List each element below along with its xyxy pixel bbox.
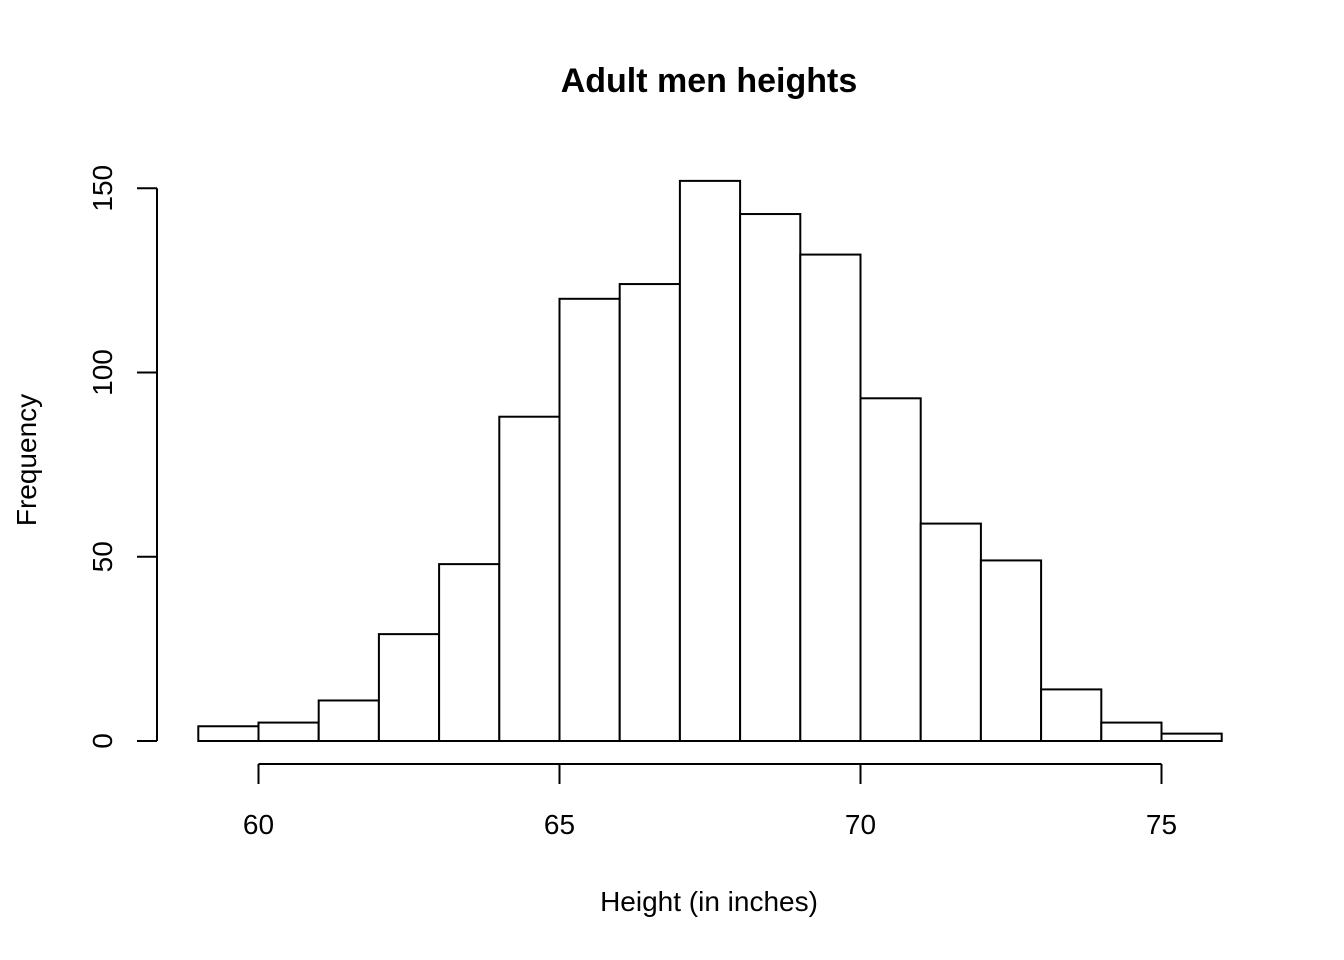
y-axis: 0 50 100 150	[87, 165, 158, 749]
histogram-bar	[317, 699, 380, 742]
histogram-bar	[919, 522, 982, 743]
histogram-bars	[197, 179, 1223, 743]
histogram-bar	[438, 563, 501, 742]
y-tick-label: 100	[87, 349, 118, 396]
histogram-bar	[979, 559, 1043, 742]
histogram-bar	[197, 725, 260, 743]
x-axis: 60 65 70 75	[243, 763, 1177, 840]
histogram-bar	[498, 415, 561, 742]
chart-title: Adult men heights	[561, 62, 858, 100]
y-axis-label: Frequency	[11, 394, 42, 526]
histogram-bar	[678, 179, 742, 742]
histogram-bar	[558, 297, 621, 742]
histogram-bar	[1160, 732, 1223, 743]
histogram-bar	[618, 283, 681, 742]
histogram-bar	[1040, 688, 1103, 742]
x-axis-label: Height (in inches)	[600, 886, 818, 917]
histogram-bar	[377, 633, 441, 743]
x-tick-label: 70	[845, 809, 876, 840]
y-tick-label: 150	[87, 165, 118, 212]
histogram-bar	[799, 253, 862, 743]
y-tick-label: 0	[87, 733, 118, 749]
histogram-bar	[1100, 721, 1163, 743]
x-tick-label: 60	[243, 809, 274, 840]
histogram-bar	[257, 721, 320, 743]
histogram-bar	[859, 397, 922, 742]
y-tick-label: 50	[87, 541, 118, 572]
x-tick-label: 75	[1146, 809, 1177, 840]
x-tick-label: 65	[544, 809, 575, 840]
histogram-bar	[739, 213, 802, 743]
